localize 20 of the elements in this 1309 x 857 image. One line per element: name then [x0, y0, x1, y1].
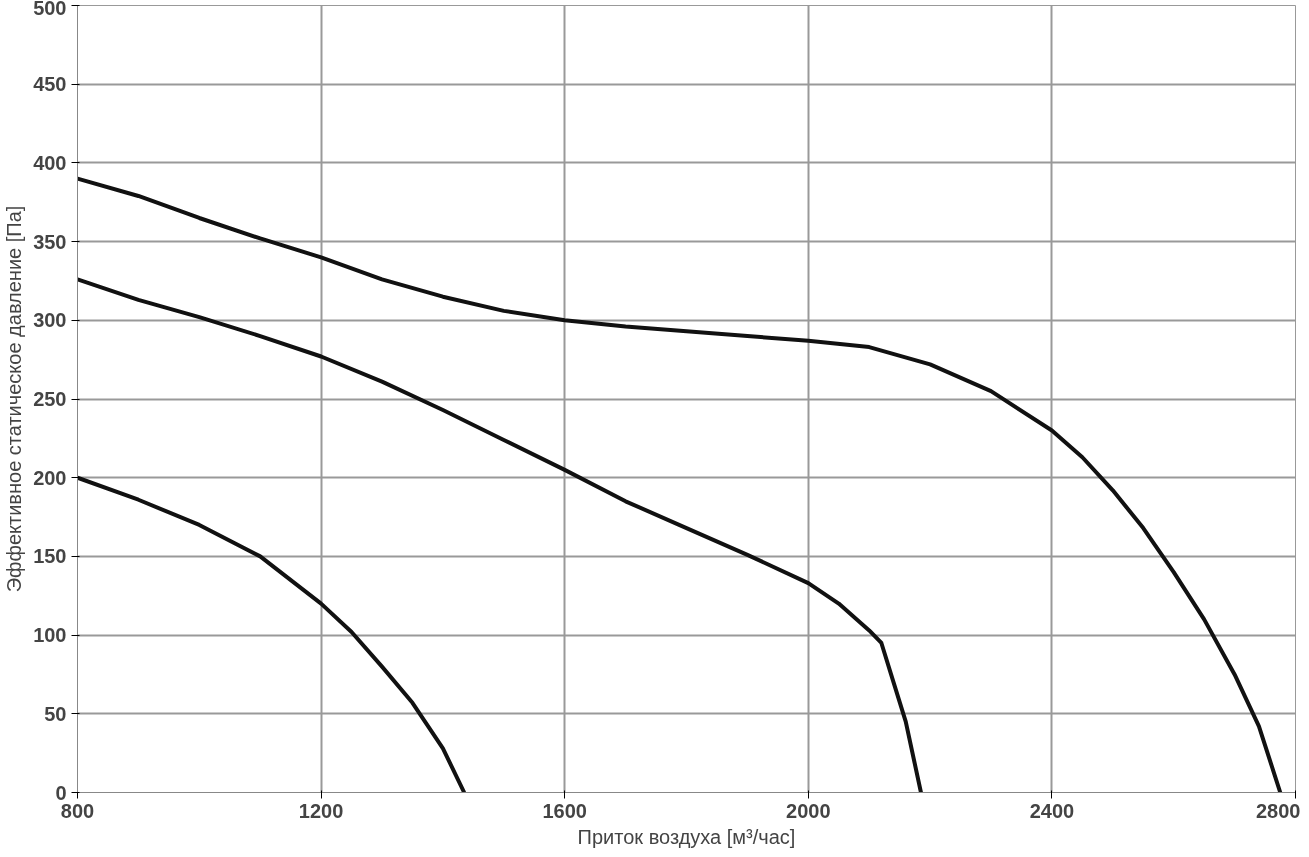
y-axis-title: Эффективное статическое давление [Па]	[3, 205, 26, 593]
line-series	[77, 277, 923, 793]
x-axis-title: Приток воздуха [м³/час]	[577, 825, 796, 848]
x-tick-label: 2400	[1029, 799, 1075, 822]
x-tick-label: 2800	[1256, 799, 1301, 822]
y-tick-label: 100	[33, 624, 67, 647]
line-series	[77, 475, 467, 793]
x-tick-label: 2000	[786, 799, 831, 822]
y-tick-label: 350	[33, 230, 67, 253]
line-series	[77, 176, 1283, 793]
x-tick-label: 1200	[298, 799, 344, 822]
y-tick-label: 300	[33, 309, 67, 332]
y-tick-label: 150	[33, 545, 67, 568]
y-tick-label: 450	[33, 73, 67, 96]
x-tick-label: 1600	[542, 799, 587, 822]
y-tick-label: 250	[33, 388, 67, 410]
y-tick-label: 500	[33, 0, 67, 19]
y-tick-label: 50	[44, 702, 67, 725]
y-tick-label: 400	[33, 151, 67, 174]
y-tick-label: 200	[33, 466, 67, 489]
